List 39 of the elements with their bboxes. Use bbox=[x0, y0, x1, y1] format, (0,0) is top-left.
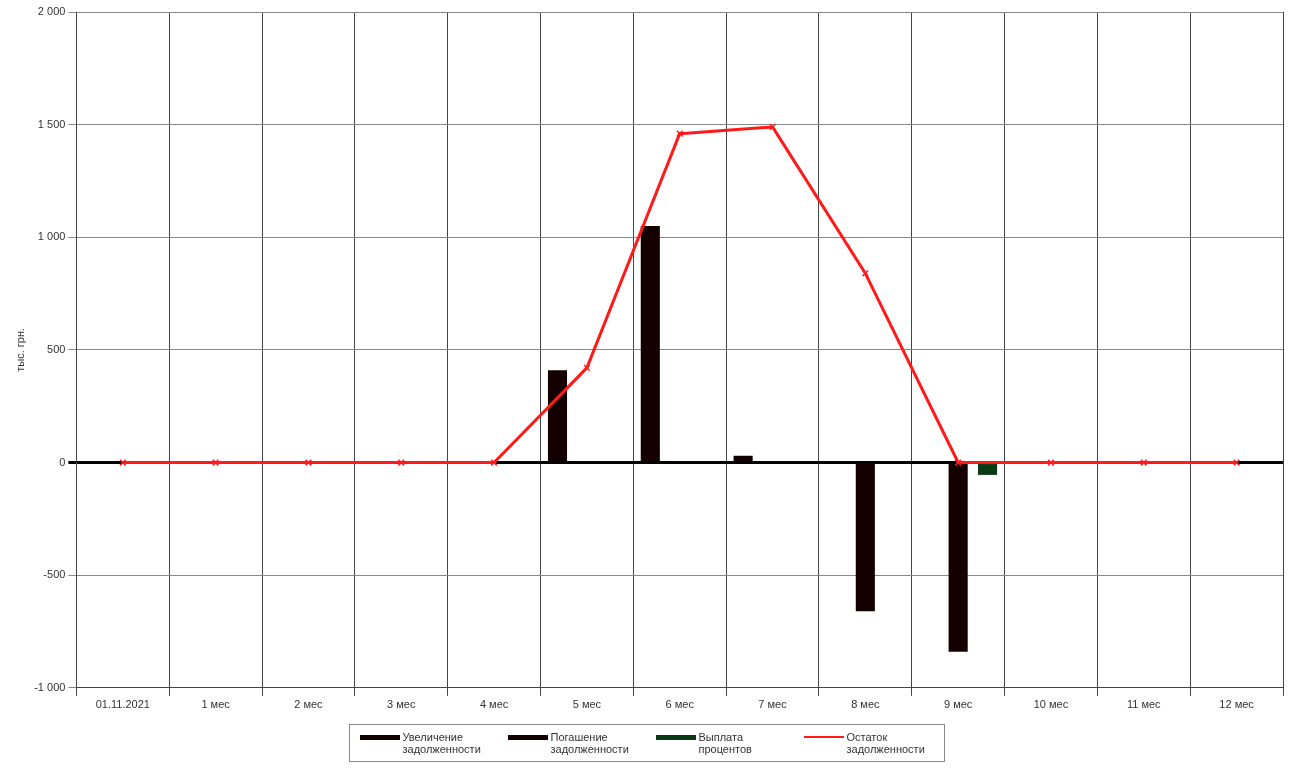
point bbox=[676, 130, 684, 138]
y-tick-label: 0 bbox=[59, 455, 66, 468]
y-tick-label: 2 000 bbox=[37, 5, 66, 18]
x-tick-label: 11 мес bbox=[1126, 698, 1162, 711]
y-tick-label: 1 000 bbox=[37, 230, 66, 243]
bar bbox=[855, 464, 875, 612]
point bbox=[768, 123, 777, 131]
bar bbox=[640, 226, 660, 462]
x-tick-label: 01.11.2021 bbox=[95, 698, 150, 711]
point bbox=[490, 458, 498, 467]
legend-label: Остаток задолженности bbox=[846, 731, 926, 755]
point bbox=[304, 458, 313, 467]
y-tick-label: -500 bbox=[43, 568, 66, 581]
x-tick-label: 7 мес bbox=[758, 698, 788, 711]
x-tick-label: 3 мес bbox=[387, 698, 416, 711]
x-tick-label: 6 мес bbox=[665, 698, 695, 711]
bar bbox=[733, 455, 753, 462]
x-tick-label: 1 мес bbox=[201, 698, 231, 711]
bar bbox=[977, 464, 998, 475]
x-tick-label: 5 мес bbox=[572, 698, 602, 711]
point bbox=[583, 364, 591, 372]
x-tick-label: 9 мес bbox=[943, 698, 973, 711]
y-tick-label: 1 500 bbox=[37, 117, 66, 130]
bar bbox=[948, 464, 968, 652]
y-axis-title: тыс. грн. bbox=[13, 327, 26, 372]
y-tick-label: 500 bbox=[47, 342, 66, 355]
y-tick-label: -1 000 bbox=[34, 680, 66, 693]
point bbox=[1047, 458, 1055, 467]
x-tick-label: 10 мес bbox=[1033, 698, 1069, 711]
point bbox=[861, 269, 869, 277]
x-tick-label: 8 мес bbox=[851, 698, 880, 711]
point bbox=[1233, 458, 1241, 467]
bar bbox=[547, 370, 568, 462]
x-tick-label: 12 мес bbox=[1219, 698, 1255, 711]
x-tick-label: 4 мес bbox=[479, 698, 509, 711]
legend-label: Выплата процентов bbox=[698, 731, 753, 755]
legend-label: Погашение задолженности bbox=[550, 731, 630, 755]
x-tick-label: 2 мес bbox=[294, 698, 324, 711]
legend-label: Увеличение задолженности bbox=[402, 731, 482, 755]
